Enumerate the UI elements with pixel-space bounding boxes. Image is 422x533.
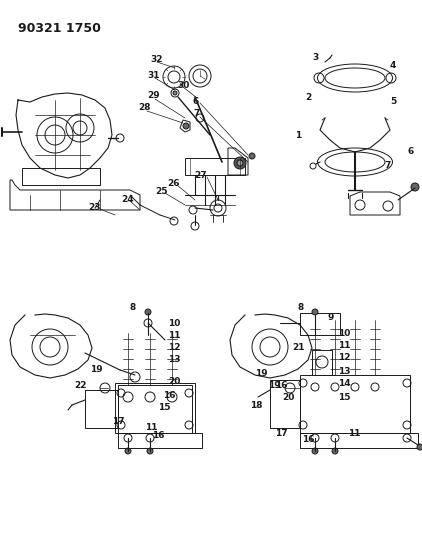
Text: 11: 11 (168, 330, 181, 340)
Text: 12: 12 (338, 353, 351, 362)
Text: 25: 25 (155, 188, 168, 197)
Text: 31: 31 (147, 70, 160, 79)
Text: 19: 19 (268, 381, 281, 390)
Text: 14: 14 (338, 379, 351, 389)
Text: 13: 13 (338, 367, 351, 376)
Text: 17: 17 (275, 429, 288, 438)
Text: 27: 27 (194, 171, 207, 180)
Text: 11: 11 (145, 423, 157, 432)
Circle shape (332, 448, 338, 454)
Text: 3: 3 (312, 53, 318, 62)
Text: 16: 16 (163, 391, 176, 400)
Circle shape (411, 183, 419, 191)
Text: 12: 12 (168, 343, 181, 351)
Circle shape (234, 157, 246, 169)
Text: 4: 4 (390, 61, 396, 70)
Circle shape (183, 123, 189, 129)
Text: 26: 26 (167, 179, 179, 188)
Text: 8: 8 (298, 303, 304, 311)
Text: 17: 17 (112, 417, 124, 426)
Text: 28: 28 (138, 103, 151, 112)
Text: 19: 19 (255, 368, 268, 377)
Text: 1: 1 (295, 131, 301, 140)
Text: 11: 11 (338, 341, 351, 350)
Text: 32: 32 (150, 54, 162, 63)
Circle shape (125, 448, 131, 454)
Text: 5: 5 (390, 98, 396, 107)
Circle shape (145, 309, 151, 315)
Circle shape (147, 448, 153, 454)
Text: 7: 7 (193, 109, 199, 118)
Circle shape (417, 444, 422, 450)
Text: 20: 20 (168, 376, 180, 385)
Text: 15: 15 (158, 402, 170, 411)
Circle shape (312, 448, 318, 454)
Text: 6: 6 (193, 96, 199, 106)
Text: 2: 2 (305, 93, 311, 102)
Text: 21: 21 (292, 343, 305, 351)
Text: 11: 11 (348, 429, 360, 438)
Text: 10: 10 (168, 319, 180, 327)
Text: 30: 30 (177, 80, 189, 90)
Text: 18: 18 (250, 400, 262, 409)
Circle shape (173, 91, 177, 95)
Text: 23: 23 (88, 204, 100, 213)
Text: 13: 13 (168, 354, 181, 364)
Text: 16: 16 (152, 431, 165, 440)
Text: 19: 19 (90, 366, 103, 375)
Text: 22: 22 (74, 381, 87, 390)
Circle shape (312, 309, 318, 315)
Text: 16: 16 (275, 381, 287, 390)
Text: 20: 20 (282, 393, 295, 402)
Circle shape (249, 153, 255, 159)
Text: 7: 7 (384, 160, 390, 169)
Text: 24: 24 (121, 196, 134, 205)
Circle shape (237, 160, 243, 166)
Text: 15: 15 (338, 393, 351, 402)
Text: 8: 8 (130, 303, 136, 312)
Text: 6: 6 (408, 148, 414, 157)
Text: 10: 10 (338, 328, 350, 337)
Text: 16: 16 (302, 435, 314, 445)
Text: 9: 9 (328, 313, 334, 322)
Text: 29: 29 (147, 92, 160, 101)
Text: 90321 1750: 90321 1750 (18, 21, 101, 35)
